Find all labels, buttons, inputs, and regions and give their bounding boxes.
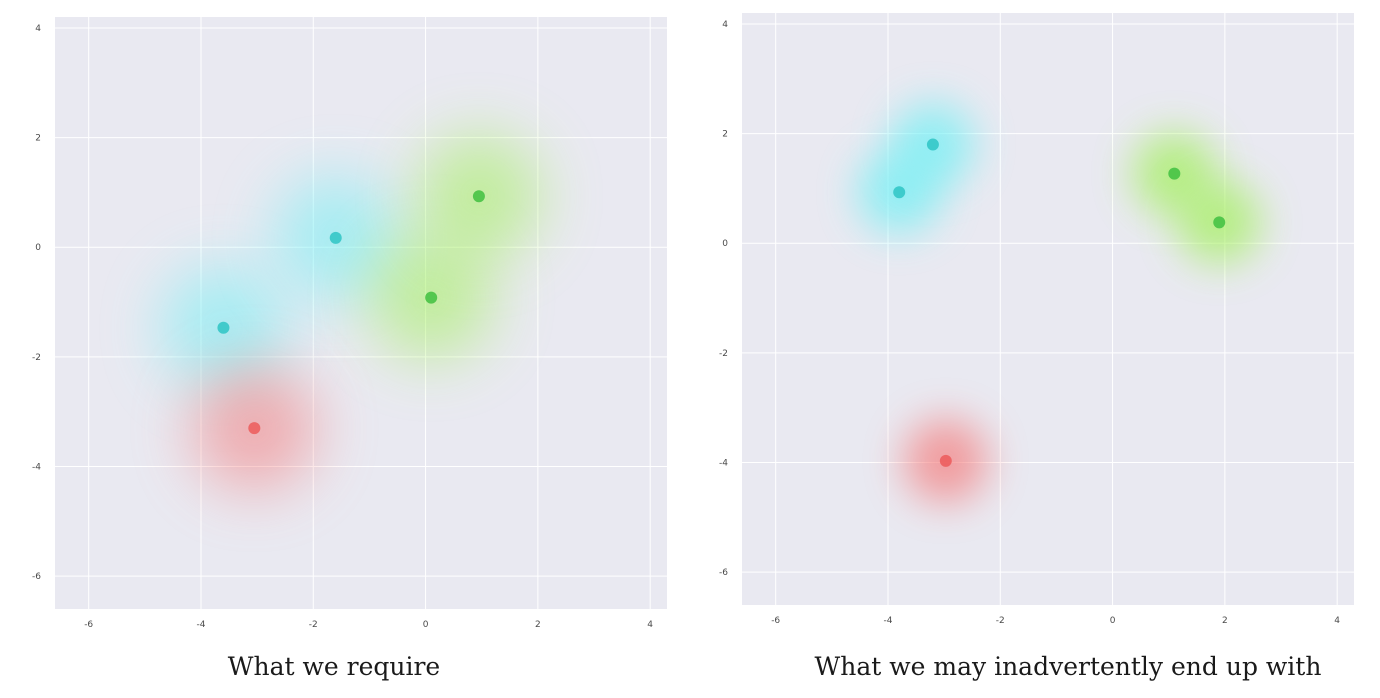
y-tick-label: 2	[35, 134, 41, 144]
x-tick-label: 0	[423, 620, 429, 630]
right-plot-caption: What we may inadvertently end up with	[814, 652, 1322, 681]
plot-area	[55, 17, 667, 609]
data-point	[217, 321, 230, 334]
data-point	[248, 422, 261, 435]
y-tick-label: -4	[32, 462, 41, 472]
data-point	[329, 231, 342, 244]
y-tick-label: -2	[719, 349, 728, 359]
x-tick-label: -4	[196, 620, 205, 630]
x-tick-label: -2	[996, 616, 1005, 626]
x-tick-label: 4	[647, 620, 653, 630]
y-tick-label: 0	[722, 239, 728, 249]
x-tick-label: -6	[84, 620, 93, 630]
left-scatter-plot: -6 -4 -2 0 2 4 -6 -4 -2 0 2 4	[32, 17, 667, 630]
x-tick-label: -2	[309, 620, 318, 630]
y-tick-label: -4	[719, 458, 728, 468]
y-tick-label: 2	[722, 130, 728, 140]
y-tick-label: -2	[32, 353, 41, 363]
left-plot-caption: What we require	[227, 652, 441, 681]
data-point	[893, 186, 906, 199]
data-point	[1213, 216, 1226, 229]
x-tick-label: 2	[1222, 616, 1228, 626]
x-tick-label: -4	[883, 616, 892, 626]
y-tick-label: 0	[35, 243, 41, 253]
data-point	[472, 190, 485, 203]
x-tick-label: 2	[535, 620, 541, 630]
x-tick-label: 4	[1334, 616, 1340, 626]
x-tick-label: 0	[1110, 616, 1116, 626]
data-point	[1168, 167, 1181, 180]
y-tick-label: -6	[32, 572, 41, 582]
y-tick-label: 4	[35, 24, 41, 34]
data-point	[425, 291, 438, 304]
y-tick-label: 4	[722, 20, 728, 30]
right-scatter-plot: -6 -4 -2 0 2 4 -6 -4 -2 0 2 4	[719, 13, 1354, 626]
y-tick-label: -6	[719, 568, 728, 578]
x-tick-label: -6	[771, 616, 780, 626]
data-point	[926, 138, 939, 151]
plot-area	[742, 13, 1354, 605]
data-point	[939, 454, 952, 467]
